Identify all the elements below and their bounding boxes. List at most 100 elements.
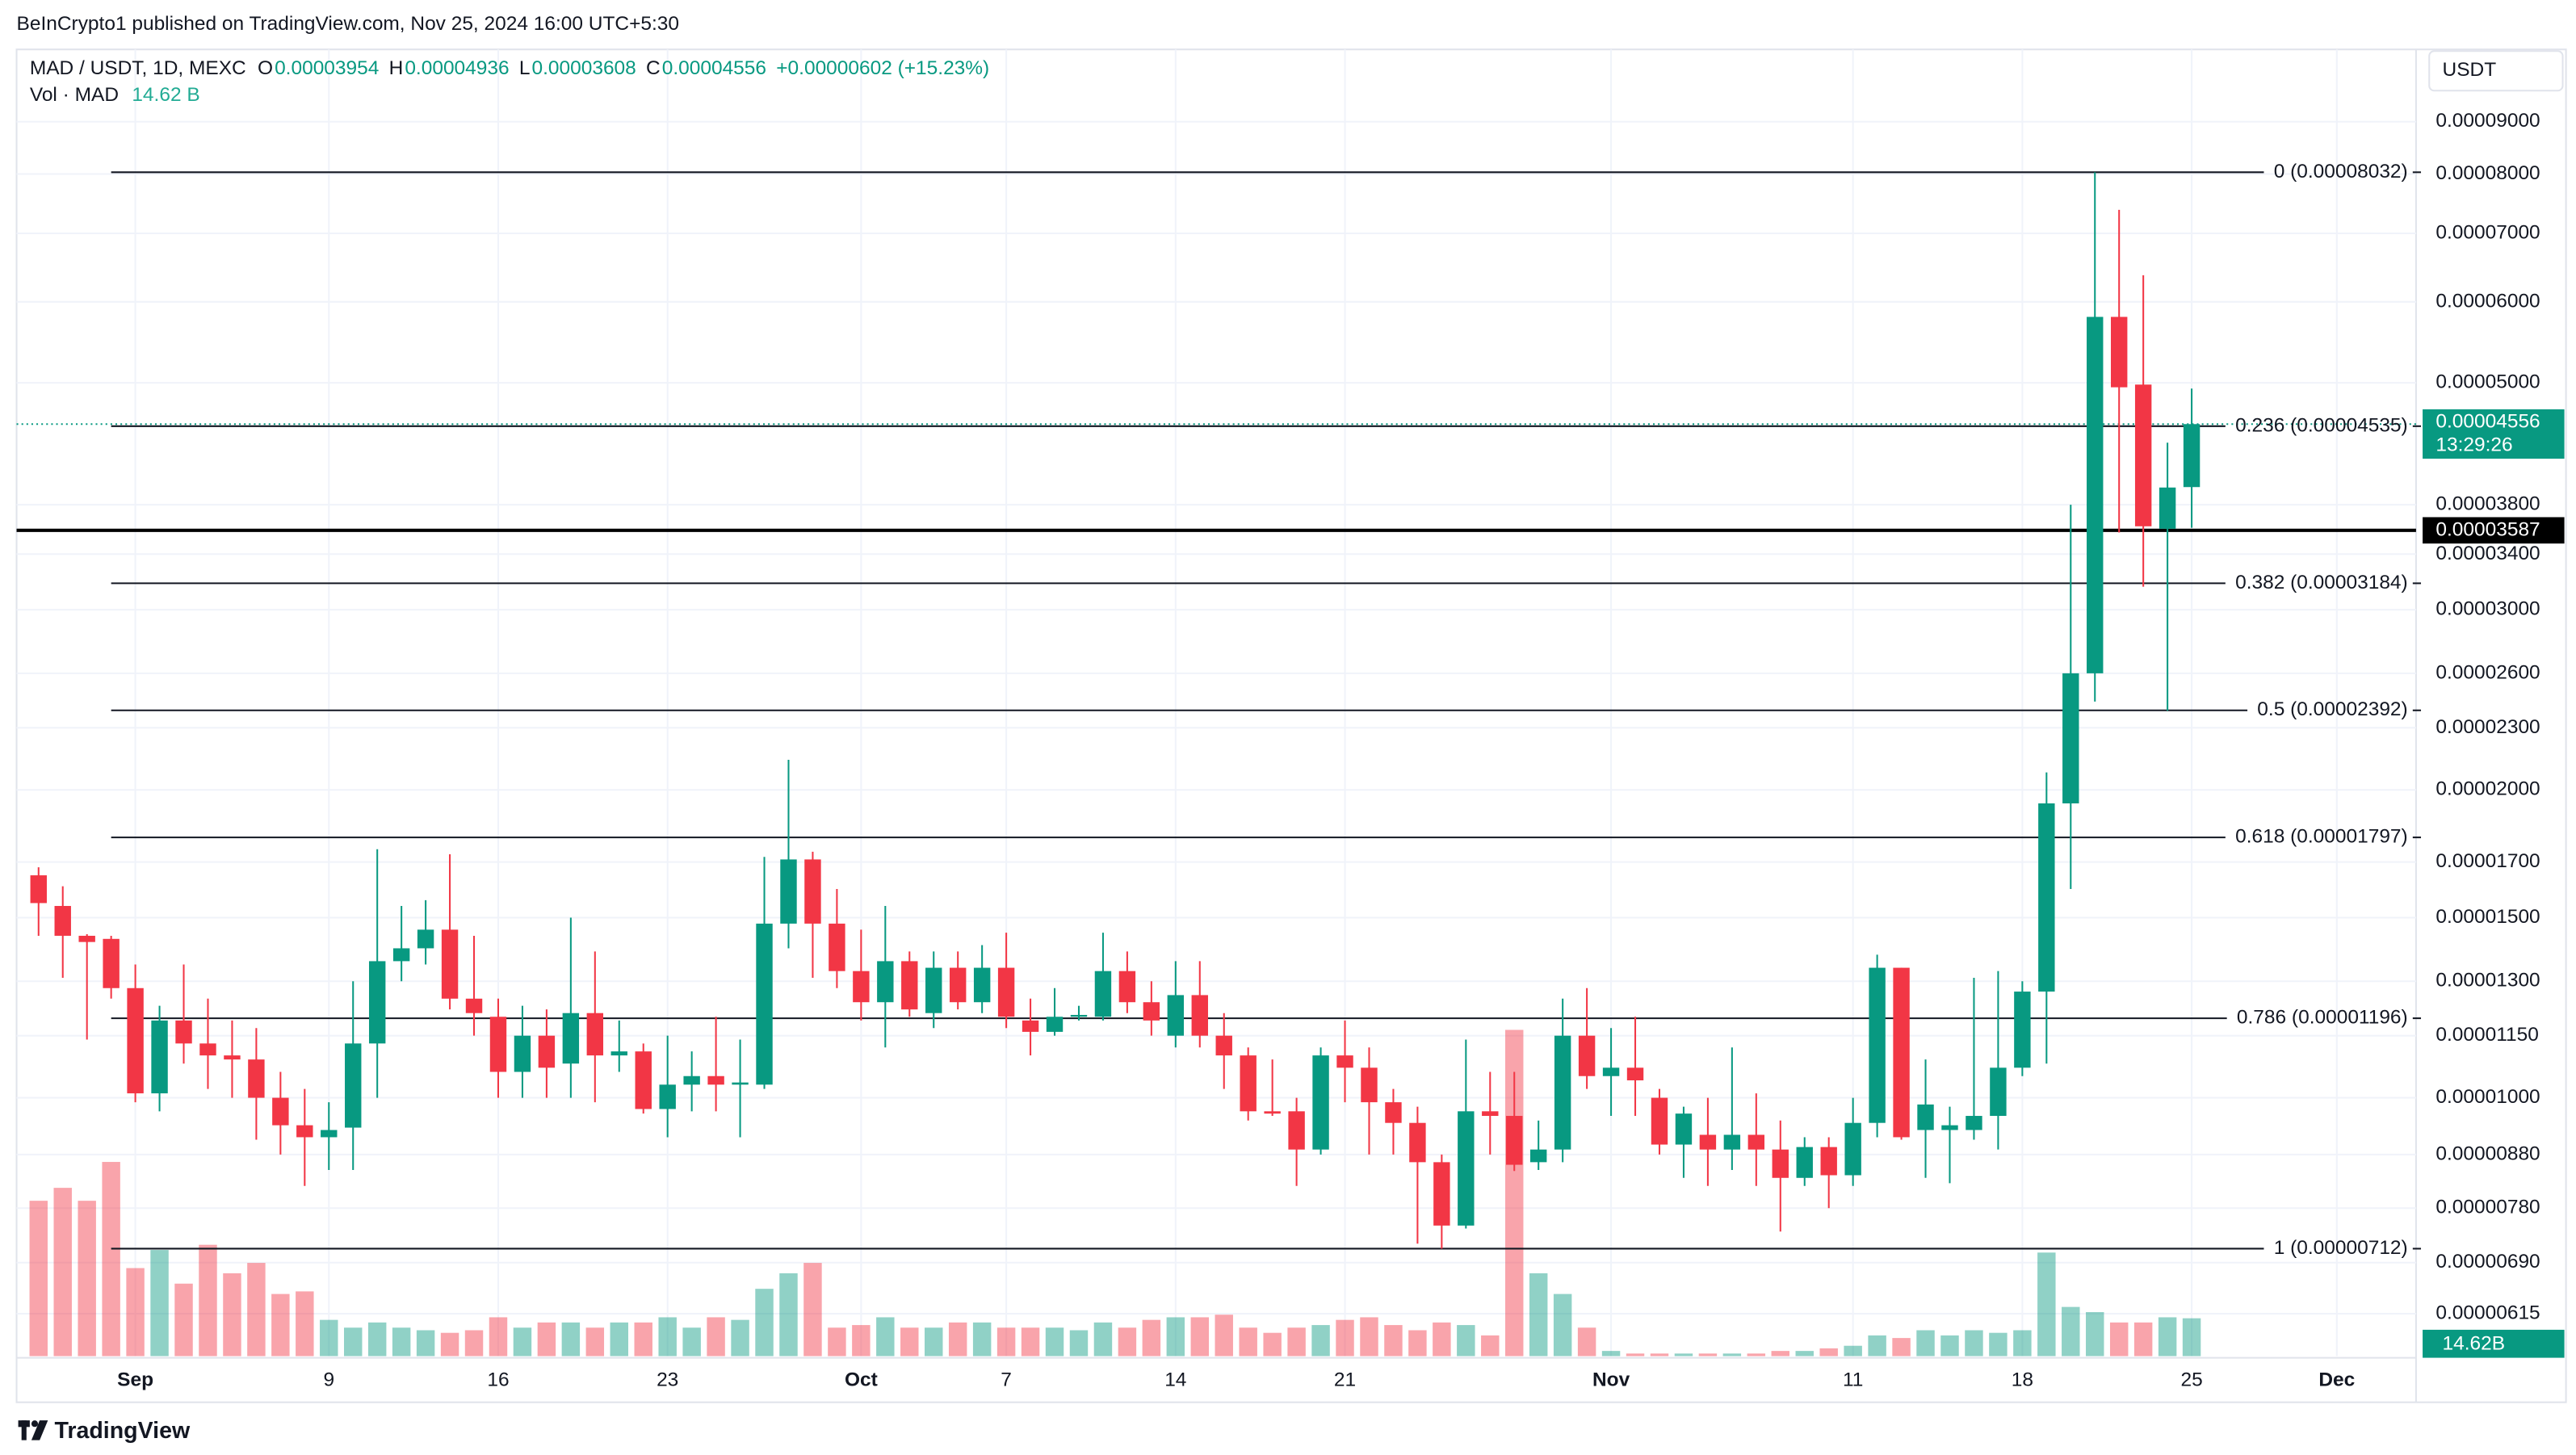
candle-body [1869,967,1886,1123]
fib-label: 1 (0.00000712) [2274,1237,2408,1259]
volume-bar [1311,1325,1330,1356]
legend-symbol: MAD / USDT, 1D, MEXC [30,57,246,79]
y-tick-label: 0.00000615 [2435,1302,2540,1323]
candle-body [1312,1055,1329,1150]
candle-body [2183,424,2201,488]
candle-body [151,1020,168,1094]
legend-close-label: C [646,57,661,79]
volume-bar [1844,1345,1862,1356]
volume-bar [1360,1317,1378,1356]
volume-bar [2037,1252,2056,1356]
candle-body [2110,317,2128,388]
y-tick-label: 0.00006000 [2435,290,2540,312]
candle-body [829,923,845,971]
volume-bar [1021,1327,1040,1356]
volume-bar [1045,1327,1064,1356]
candle-body [199,1043,216,1056]
volume-bar [707,1317,725,1356]
candle-body [973,967,991,1003]
candle-body [368,961,386,1044]
candle-body [54,906,71,936]
volume-bar [489,1317,508,1356]
volume-bar [803,1263,822,1356]
candle-body [1288,1111,1305,1150]
candle-body [441,929,459,999]
volume-bar [2086,1312,2104,1356]
volume-bar [731,1319,749,1356]
volume-bar [1384,1325,1403,1356]
candle-body [1723,1134,1741,1150]
candle-body [1046,1017,1064,1032]
x-tick-label: Oct [845,1369,878,1391]
candle-body [1240,1055,1257,1112]
candle-body [1385,1102,1402,1123]
volume-bar [199,1244,217,1356]
fib-label: 0.786 (0.00001196) [2237,1007,2408,1029]
candle-body [1554,1035,1571,1150]
volume-bar [78,1201,96,1356]
volume-bar [1795,1351,1814,1356]
candle-body [489,1017,507,1072]
volume-bar [416,1330,435,1356]
candle-body [1458,1111,1475,1226]
candle-body [1602,1067,1620,1076]
volume-bar [1215,1315,1233,1356]
volume-bar [150,1250,169,1356]
volume-bar [53,1188,72,1356]
volume-bar [996,1327,1016,1356]
volume-bar [610,1322,628,1356]
candle-body [1167,995,1185,1036]
price-label: 0.00004556 [2435,411,2540,433]
candle-body [1917,1104,1934,1130]
volume-bar [925,1327,943,1356]
volume-bar [1190,1317,1210,1356]
candle-body [296,1125,313,1138]
volume-bar [513,1327,532,1356]
currency-box[interactable] [2428,50,2564,92]
fib-label: 0 (0.00008032) [2274,161,2408,182]
y-tick-label: 0.00009000 [2435,110,2540,132]
legend-close: 0.00004556 [662,57,766,79]
x-tick-label: 9 [323,1369,334,1391]
candle-body [659,1084,676,1109]
candle-body [272,1097,289,1126]
candle-body [2087,317,2104,673]
volume-bar [1965,1330,1983,1356]
candle-body [1409,1122,1426,1163]
publisher-line: BeInCrypto1 published on TradingView.com… [17,13,679,35]
y-tick-label: 0.00001500 [2435,906,2540,928]
candle-body [1433,1162,1450,1226]
volume-bar [900,1327,919,1356]
x-tick-label: 23 [657,1369,678,1391]
x-tick-label: 25 [2180,1369,2202,1391]
candle-body [1820,1147,1837,1176]
volume-bar [1892,1338,1911,1356]
volume-bar [1989,1332,2008,1356]
volume-bar [828,1327,846,1356]
candle-body [1651,1097,1668,1145]
y-tick-label: 0.00003800 [2435,493,2540,515]
volume-bar [2062,1306,2080,1356]
candle-body [2159,487,2176,529]
candle-body [732,1082,749,1085]
currency-label[interactable]: USDT [2443,59,2497,81]
volume-bar [1916,1330,1935,1356]
candle-body [756,923,773,1085]
candle-body [1626,1067,1644,1080]
y-tick-label: 0.00000880 [2435,1143,2540,1164]
candle-body [1022,1020,1039,1032]
volume-bar [755,1289,774,1356]
volume-bar [1722,1353,1742,1356]
volume-bar [1433,1322,1451,1356]
candle-body [1990,1067,2007,1117]
candle-body [224,1055,241,1060]
candle-body [780,859,797,924]
volume-bar [1698,1353,1718,1356]
candle-body [2038,803,2055,992]
candle-body [2062,673,2079,803]
y-tick-label: 0.00002600 [2435,661,2540,683]
volume-bar [1481,1335,1500,1356]
volume-bar [1142,1319,1161,1356]
